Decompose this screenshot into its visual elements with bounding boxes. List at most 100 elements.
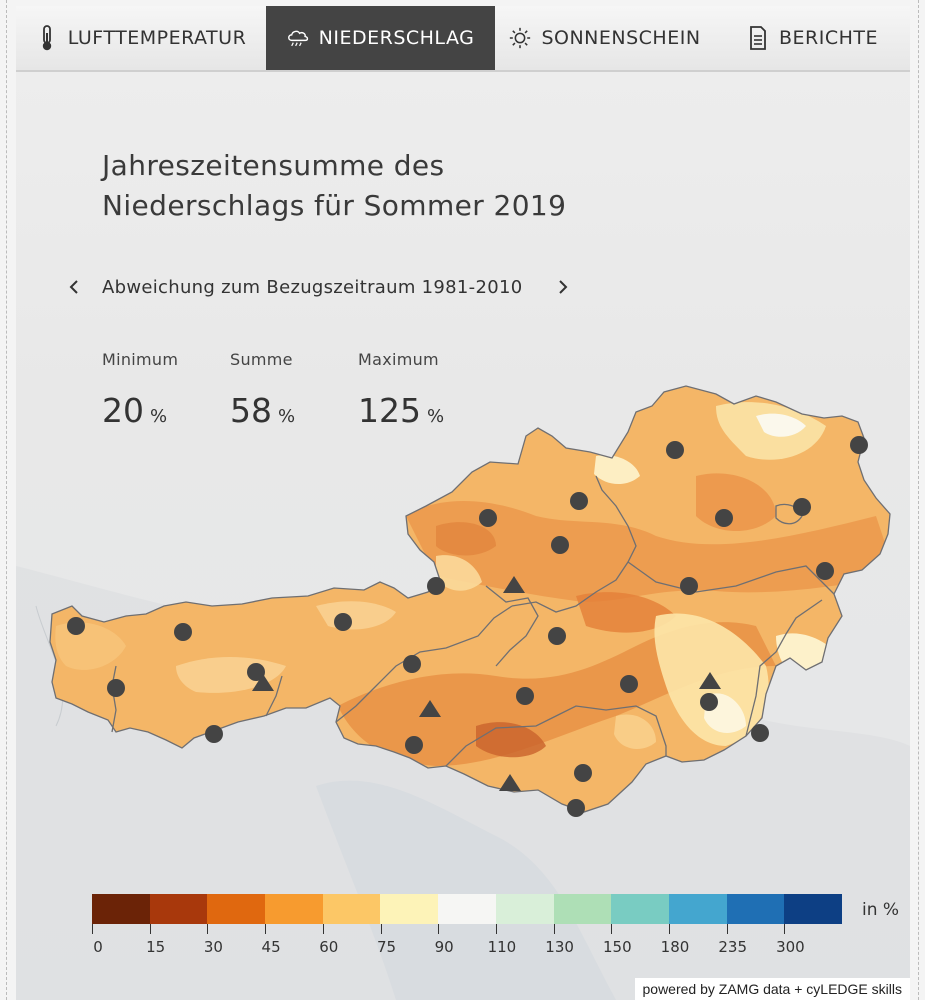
legend-tick [438,924,440,934]
legend-swatch [611,894,669,924]
station-marker [751,724,769,742]
station-marker [574,764,592,782]
legend-color-bar [92,894,842,924]
legend-tick-label: 75 [376,938,397,956]
legend-swatch [322,894,381,924]
legend-tick [784,924,786,934]
legend-tick [726,924,728,934]
legend-tick [149,924,151,934]
mountain-station-marker [252,674,274,691]
station-marker [403,655,421,673]
legend-tick [669,924,670,934]
station-marker [427,577,445,595]
legend-tick [611,924,613,934]
color-legend: 0 15 30 45 60 75 90 110 130 150 180 235 300 [92,894,842,956]
chevron-left-icon[interactable] [64,272,84,302]
mountain-station-marker [699,672,721,689]
tab-lufttemperatur[interactable]: LUFTTEMPERATUR [16,6,266,70]
rain-cloud-icon [287,25,309,51]
station-marker [334,613,352,631]
mountain-station-marker [503,576,525,593]
station-marker [551,536,569,554]
legend-tick [380,924,382,934]
tab-label: LUFTTEMPERATUR [67,27,247,49]
station-marker [680,577,698,595]
legend-swatch [495,894,554,924]
stat-minimum: Minimum 20% [102,350,178,430]
station-marker [247,663,265,681]
stat-unit: % [150,406,168,427]
stat-value: 20 [102,391,144,430]
station-marker [816,562,834,580]
station-marker [516,687,534,705]
station-marker [405,736,423,754]
station-marker [548,627,566,645]
legend-swatch [92,894,150,924]
sun-icon [509,25,531,51]
tab-label: NIEDERSCHLAG [318,27,475,49]
tab-sonnenschein[interactable]: SONNENSCHEIN [495,6,715,70]
legend-swatch [149,894,208,924]
legend-ticks: 0 15 30 45 60 75 90 110 130 150 180 235 300 [92,924,842,956]
map-panel: LUFTTEMPERATUR NIEDERSCHLAG SONNENSCHEIN… [16,6,910,1000]
tab-niederschlag[interactable]: NIEDERSCHLAG [266,6,495,70]
mountain-station-marker [499,774,521,791]
legend-swatch [668,894,727,924]
stat-unit: % [278,406,296,427]
stat-summe: Summe 58% [230,350,295,430]
station-markers [67,436,868,817]
station-marker [793,498,811,516]
stat-value: 125 [358,391,421,430]
legend-tick [92,924,93,934]
station-marker [567,799,585,817]
legend-tick-label: 300 [776,938,805,956]
legend-swatch [207,894,266,924]
period-selector: Abweichung zum Bezugszeitraum 1981-2010 [64,272,573,302]
legend-swatch [380,894,439,924]
station-marker [715,509,733,527]
legend-swatch [553,894,612,924]
station-marker [570,492,588,510]
title-line-2: Niederschlags für Sommer 2019 [102,189,567,222]
tab-label: SONNENSCHEIN [541,27,701,49]
station-marker [666,441,684,459]
title-line-1: Jahreszeitensumme des [102,149,445,182]
legend-tick-label: 90 [434,938,454,956]
legend-tick-label: 30 [203,938,223,956]
region-borders [49,385,891,813]
legend-swatch [265,894,323,924]
page-title: Jahreszeitensumme des Niederschlags für … [102,146,662,226]
legend-tick [265,924,267,934]
legend-swatch [438,894,496,924]
chevron-right-icon[interactable] [553,272,573,302]
legend-tick-label: 15 [146,938,166,956]
legend-tick [322,924,324,934]
legend-tick-label: 180 [660,938,690,956]
mountain-station-markers [252,576,721,791]
mountain-station-marker [419,700,441,717]
legend-tick [495,924,497,934]
station-marker [174,623,192,641]
legend-tick-label: 130 [545,938,574,956]
stat-label: Maximum [358,350,439,369]
stat-unit: % [427,406,445,427]
legend-tick-label: 60 [319,938,339,956]
tab-label: BERICHTE [778,27,878,49]
tab-bar: LUFTTEMPERATUR NIEDERSCHLAG SONNENSCHEIN… [16,6,910,72]
station-marker [107,679,125,697]
tab-berichte[interactable]: BERICHTE [715,6,910,70]
period-label: Abweichung zum Bezugszeitraum 1981-2010 [102,276,523,298]
legend-swatch [726,894,785,924]
stat-label: Minimum [102,350,179,369]
station-marker [479,509,497,527]
legend-unit: in % [862,900,900,920]
legend-tick-label: 45 [261,938,281,956]
legend-tick-label: 235 [718,938,748,956]
document-icon [747,25,769,51]
stat-value: 58 [230,391,272,430]
station-marker [850,436,868,454]
station-marker [700,693,718,711]
station-marker [205,725,223,743]
thermometer-icon [36,25,58,51]
